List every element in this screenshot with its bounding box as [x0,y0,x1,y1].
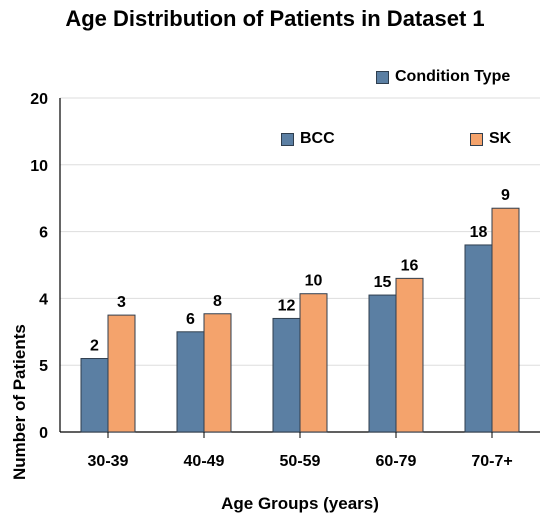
data-label: 3 [117,294,126,311]
bar-bcc-50-59 [272,317,301,433]
data-label: 9 [501,187,510,204]
y-tick-label: 6 [39,225,48,242]
legend-label-bcc: BCC [300,130,335,147]
legend-swatch-sk [470,132,483,146]
x-tick-label: 70-7+ [471,453,512,470]
legend-label-sk: SK [489,130,512,147]
legend-swatch-bcc [281,132,294,146]
bar-bcc-70-7+ [464,244,493,433]
legend-title-swatch [376,70,389,84]
bar-bcc-30-39 [80,358,109,433]
legend-item-bcc: BCC [281,130,335,148]
data-label: 12 [278,297,296,314]
legend-title-label: Condition Type [395,68,511,85]
data-label: 2 [90,338,99,355]
legend-item-sk: SK [470,130,511,148]
bar-sk-30-39 [107,314,136,433]
bar-sk-70-7+ [491,207,520,433]
y-tick-label: 4 [39,291,48,308]
x-tick-label: 40-49 [184,453,225,470]
data-label: 18 [470,224,488,241]
y-tick-label: 10 [30,158,48,175]
x-tick-label: 30-39 [88,453,129,470]
data-label: 8 [213,293,222,310]
data-label: 16 [401,257,419,274]
bar-bcc-60-79 [368,294,397,433]
y-tick-label: 20 [30,91,48,108]
x-axis-label: Age Groups (years) [221,494,379,513]
bar-sk-60-79 [395,277,424,433]
y-tick-label: 5 [39,358,48,375]
data-label: 10 [305,273,323,290]
data-label: 6 [186,311,195,328]
bar-sk-40-49 [203,313,232,433]
bar-sk-50-59 [299,293,328,433]
bar-bcc-40-49 [176,331,205,433]
chart-title: Age Distribution of Patients in Dataset … [65,6,485,31]
x-tick-label: 50-59 [280,453,321,470]
legend-title: Condition Type [376,68,510,86]
data-label: 15 [374,274,392,291]
y-tick-label: 0 [39,425,48,442]
x-tick-label: 60-79 [376,453,417,470]
